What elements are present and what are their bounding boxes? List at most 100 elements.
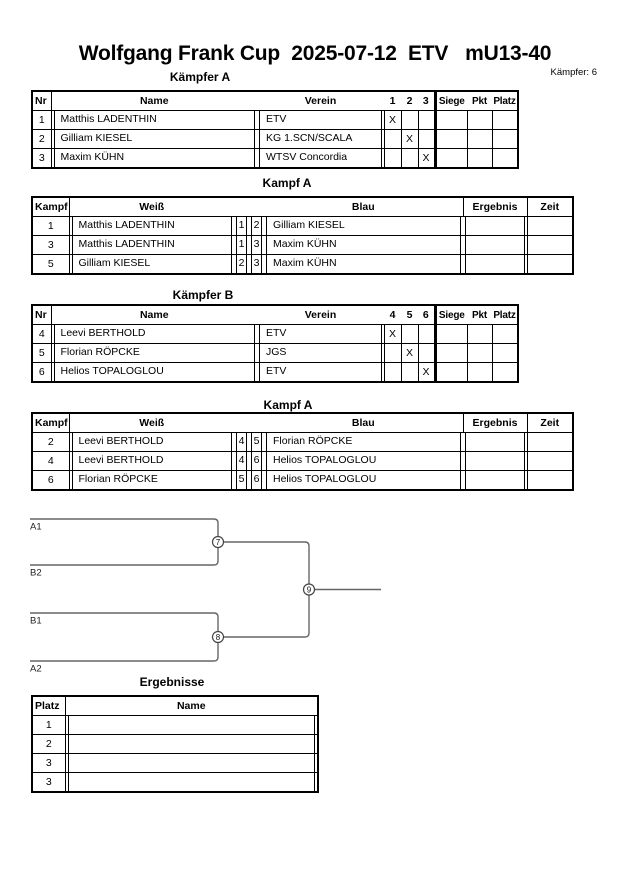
nr-cell: 4	[31, 324, 52, 344]
blau-name-cell: Helios TOPALOGLOU	[264, 451, 463, 471]
pkt-cell	[466, 324, 493, 344]
fights-b-table: Kampf Weiß Blau Ergebnis Zeit 2 Leevi BE…	[31, 412, 574, 491]
col-header-ergebnis: Ergebnis	[462, 413, 528, 433]
result-name-cell	[65, 772, 318, 793]
col-header-5: 5	[401, 305, 418, 325]
blau-nr-cell: 3	[249, 235, 264, 255]
col-header-kampf: Kampf	[32, 413, 70, 433]
zeit-cell	[526, 235, 574, 255]
mark-cell	[417, 129, 436, 149]
mark-cell	[383, 148, 402, 169]
name-cell: Florian RÖPCKE	[51, 343, 257, 363]
table-row: 4 Leevi BERTHOLD ETV X	[31, 324, 519, 344]
blau-nr-cell: 6	[249, 451, 264, 471]
name-cell: Leevi BERTHOLD	[51, 324, 257, 344]
kampf-nr-cell: 3	[31, 235, 70, 255]
verein-cell: ETV	[257, 324, 384, 344]
platz-cell	[491, 148, 519, 169]
weiss-nr-cell: 5	[234, 470, 249, 491]
nr-cell: 2	[31, 129, 52, 149]
match-node-7	[211, 535, 225, 549]
table-row: 6 Florian RÖPCKE 5 6 Helios TOPALOGLOU	[31, 470, 574, 491]
ergebnis-cell	[463, 235, 527, 255]
mark-cell	[400, 324, 419, 344]
table-row: 3 Maxim KÜHN WTSV Concordia X	[31, 148, 519, 169]
results-title: Ergebnisse	[139, 675, 205, 689]
siege-cell	[433, 110, 468, 130]
match-node-8	[211, 630, 225, 644]
blau-nr-cell: 6	[249, 470, 264, 491]
zeit-cell	[526, 451, 574, 471]
ergebnis-cell	[463, 216, 527, 236]
mark-cell: X	[400, 343, 419, 363]
col-header-weiss: Weiß	[69, 413, 234, 433]
match-number: 9	[307, 585, 312, 594]
ergebnis-cell	[463, 470, 527, 491]
mark-cell: X	[400, 129, 419, 149]
bracket-label-a2: A2	[30, 664, 42, 675]
blau-nr-cell: 5	[249, 432, 264, 452]
col-header-spacer	[249, 197, 264, 217]
col-header-name: Name	[65, 696, 318, 716]
weiss-name-cell: Gilliam KIESEL	[69, 254, 234, 275]
col-header-name: Name	[51, 305, 257, 325]
col-header-3: 3	[418, 91, 435, 111]
platz-cell: 2	[31, 734, 66, 754]
table-row: 2 Leevi BERTHOLD 4 5 Florian RÖPCKE	[31, 432, 574, 452]
ergebnis-cell	[463, 254, 527, 275]
mark-cell	[417, 324, 436, 344]
table-row: 5 Gilliam KIESEL 2 3 Maxim KÜHN	[31, 254, 574, 275]
platz-cell	[491, 362, 519, 383]
verein-cell: ETV	[257, 110, 384, 130]
table-row: 2 Gilliam KIESEL KG 1.SCN/SCALA X	[31, 129, 519, 149]
pkt-cell	[466, 362, 493, 383]
col-header-nr: Nr	[32, 305, 52, 325]
mark-cell	[383, 129, 402, 149]
blau-name-cell: Maxim KÜHN	[264, 254, 463, 275]
weiss-nr-cell: 1	[234, 216, 249, 236]
col-header-verein: Verein	[257, 305, 384, 325]
page-title: Wolfgang Frank Cup 2025-07-12 ETV mU13-4…	[78, 42, 552, 65]
col-header-platz: Platz	[32, 696, 66, 716]
mark-cell	[400, 362, 419, 383]
table-row: 3	[31, 753, 318, 773]
col-header-blau: Blau	[264, 197, 463, 217]
header-row: Kampf Weiß Blau Ergebnis Zeit	[32, 197, 573, 217]
col-header-kampf: Kampf	[32, 197, 70, 217]
pool-b-title: Kämpfer B	[172, 288, 234, 302]
platz-cell	[491, 110, 519, 130]
bracket-diagram: 7 8 9 A1 B2 B1 A2	[30, 518, 381, 675]
mark-cell: X	[417, 148, 436, 169]
table-row: 1	[31, 715, 318, 735]
col-header-name: Name	[51, 91, 257, 111]
mark-cell	[417, 343, 436, 363]
pkt-cell	[466, 129, 493, 149]
fights-a-table: Kampf Weiß Blau Ergebnis Zeit 1 Matthis …	[31, 196, 574, 275]
mark-cell: X	[383, 324, 402, 344]
name-cell: Maxim KÜHN	[51, 148, 257, 169]
result-name-cell	[65, 715, 318, 735]
result-name-cell	[65, 753, 318, 773]
pkt-cell	[466, 110, 493, 130]
header-row: Kampf Weiß Blau Ergebnis Zeit	[32, 413, 573, 433]
fights-b-title: Kampf A	[263, 398, 313, 412]
platz-cell: 3	[31, 753, 66, 773]
table-row: 4 Leevi BERTHOLD 4 6 Helios TOPALOGLOU	[31, 451, 574, 471]
zeit-cell	[526, 470, 574, 491]
mark-cell	[400, 148, 419, 169]
col-header-2: 2	[401, 91, 418, 111]
pool-a-table: Nr Name Verein 1 2 3 Siege Pkt Platz 1 M…	[31, 90, 519, 169]
pool-b-table: Nr Name Verein 4 5 6 Siege Pkt Platz 4 L…	[31, 304, 519, 383]
siege-cell	[433, 148, 468, 169]
name-cell: Helios TOPALOGLOU	[51, 362, 257, 383]
siege-cell	[433, 129, 468, 149]
col-header-zeit: Zeit	[527, 197, 573, 217]
blau-nr-cell: 2	[249, 216, 264, 236]
weiss-name-cell: Leevi BERTHOLD	[69, 451, 234, 471]
platz-cell	[491, 343, 519, 363]
nr-cell: 3	[31, 148, 52, 169]
header-row: Platz Name	[32, 696, 318, 716]
siege-cell	[433, 343, 468, 363]
kampf-nr-cell: 4	[31, 451, 70, 471]
